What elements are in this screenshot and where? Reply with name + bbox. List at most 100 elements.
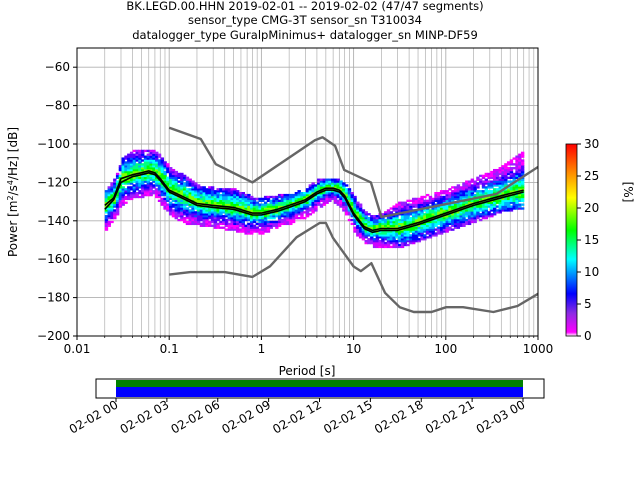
density-cell	[375, 240, 380, 243]
density-cell	[406, 220, 410, 224]
density-cell	[213, 203, 218, 206]
density-cell	[389, 224, 394, 227]
density-cell	[121, 201, 125, 204]
density-cell	[236, 201, 240, 204]
density-cell	[255, 197, 259, 201]
density-cell	[459, 201, 463, 204]
density-cell	[286, 193, 290, 197]
density-cell	[180, 213, 184, 216]
density-cell	[515, 184, 519, 187]
density-cell	[406, 238, 410, 241]
density-cell	[490, 186, 494, 189]
density-cell	[481, 190, 486, 193]
density-cell	[492, 199, 497, 202]
density-cell	[509, 197, 514, 201]
density-cell	[155, 180, 159, 183]
density-cell	[448, 192, 452, 195]
density-cell	[141, 192, 145, 195]
density-cell	[423, 228, 427, 231]
density-cell	[504, 170, 508, 174]
density-cell	[372, 224, 377, 227]
density-cell	[434, 228, 438, 231]
density-cell	[512, 176, 516, 179]
density-cell	[431, 220, 435, 224]
density-cell	[121, 203, 125, 206]
density-cell	[453, 193, 458, 197]
density-cell	[308, 192, 313, 195]
density-cell	[473, 188, 477, 191]
density-cell	[495, 190, 500, 193]
density-cell	[403, 228, 408, 231]
density-cell	[504, 192, 508, 195]
density-cell	[495, 211, 500, 214]
density-cell	[403, 215, 408, 218]
density-cell	[277, 218, 282, 222]
density-cell	[157, 155, 162, 158]
density-cell	[219, 220, 223, 224]
density-cell	[291, 215, 296, 218]
density-cell	[213, 215, 218, 218]
density-cell	[339, 205, 343, 208]
density-cell	[353, 211, 357, 214]
density-cell	[398, 222, 402, 226]
density-cell	[300, 211, 304, 214]
density-cell	[403, 240, 408, 243]
density-cell	[294, 216, 299, 220]
density-cell	[462, 193, 466, 197]
density-cell	[141, 178, 145, 181]
density-cell	[317, 201, 321, 204]
density-cell	[395, 222, 399, 226]
density-cell	[498, 211, 502, 214]
density-cell	[244, 195, 248, 199]
density-cell	[180, 215, 184, 218]
density-cell	[425, 228, 430, 231]
plot-frame	[76, 47, 539, 337]
density-cell	[481, 184, 486, 187]
density-cell	[409, 205, 413, 208]
density-cell	[467, 182, 472, 185]
density-cell	[395, 205, 399, 208]
density-cell	[216, 211, 220, 214]
density-cell	[442, 226, 447, 229]
density-cell	[515, 193, 519, 197]
density-cell	[520, 151, 525, 154]
density-cell	[289, 207, 293, 210]
density-cell	[280, 199, 285, 202]
density-cell	[157, 193, 162, 197]
density-cell	[283, 216, 287, 220]
density-cell	[406, 205, 410, 208]
density-cell	[398, 203, 402, 206]
density-cell	[143, 159, 148, 162]
density-cell	[168, 170, 173, 174]
density-cell	[406, 213, 410, 216]
density-cell	[425, 226, 430, 229]
density-cell	[476, 213, 480, 216]
density-cell	[252, 205, 257, 208]
density-cell	[247, 232, 251, 235]
density-cell	[504, 180, 508, 183]
density-cell	[124, 190, 128, 193]
density-cell	[213, 209, 218, 212]
density-cell	[428, 220, 433, 224]
density-cell	[252, 224, 257, 227]
density-cell	[431, 197, 435, 201]
density-cell	[501, 186, 505, 189]
density-cell	[439, 232, 444, 235]
density-cell	[367, 222, 371, 226]
density-cell	[481, 203, 486, 206]
density-cell	[437, 232, 441, 235]
density-cell	[364, 220, 368, 224]
density-cell	[361, 213, 366, 216]
density-cell	[347, 201, 352, 204]
density-cell	[107, 215, 111, 218]
density-cell	[269, 224, 273, 227]
density-cell	[392, 234, 396, 237]
density-cell	[437, 209, 441, 212]
density-cell	[213, 197, 218, 201]
density-cell	[515, 186, 519, 189]
density-cell	[143, 157, 148, 160]
density-cell	[462, 220, 466, 224]
density-cell	[263, 209, 268, 212]
density-cell	[406, 234, 410, 237]
density-cell	[423, 209, 427, 212]
